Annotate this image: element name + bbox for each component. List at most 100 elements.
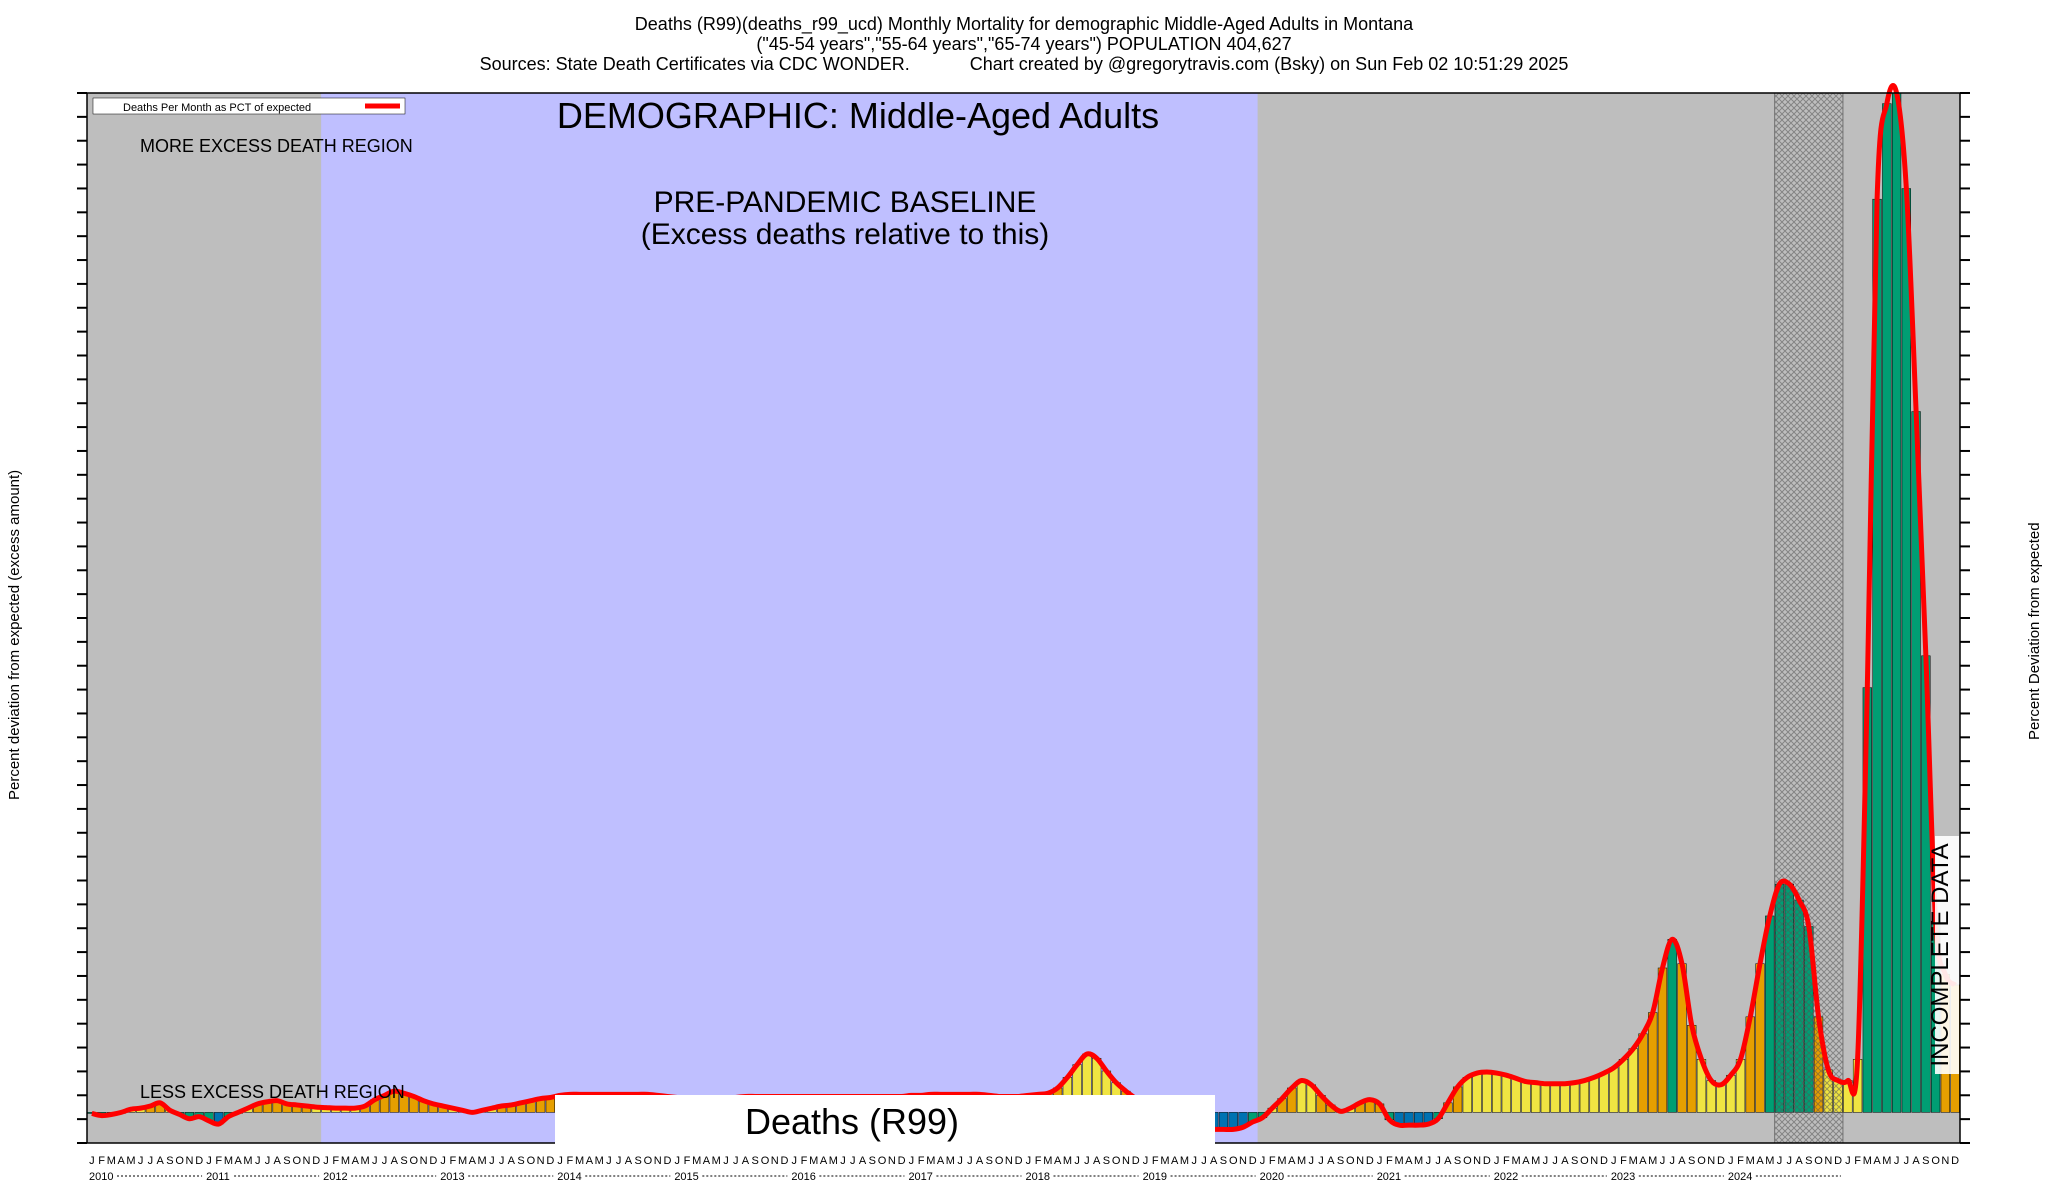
x-tick-month: A <box>469 1155 477 1167</box>
x-tick-month: M <box>926 1155 935 1167</box>
x-tick-month: M <box>1414 1155 1423 1167</box>
bar-153 <box>1579 1080 1590 1113</box>
x-tick-month: A <box>352 1155 360 1167</box>
series-line <box>91 82 1957 1133</box>
x-tick-month: N <box>1824 1155 1832 1167</box>
incomplete-data-region <box>1774 92 1844 1144</box>
x-tick-month: S <box>986 1155 993 1167</box>
x-tick-month: O <box>527 1155 536 1167</box>
x-tick-month: S <box>517 1155 524 1167</box>
x-tick-month: M <box>478 1155 487 1167</box>
x-tick-month: O <box>995 1155 1004 1167</box>
x-tick-month: M <box>107 1155 116 1167</box>
bar-152 <box>1570 1082 1580 1113</box>
x-tick-month: D <box>663 1155 671 1167</box>
demographic-label: DEMOGRAPHIC: Middle-Aged Adults <box>557 95 1159 136</box>
x-tick-month: A <box>1795 1155 1803 1167</box>
bar-185 <box>1891 92 1902 1113</box>
x-tick-month: S <box>634 1155 641 1167</box>
x-tick-month: J <box>1669 1155 1675 1167</box>
legend-label: Deaths Per Month as PCT of expected <box>123 102 311 114</box>
x-tick-month: M <box>692 1155 701 1167</box>
y-axis-left-label: Percent deviation from expected (excess … <box>6 469 23 800</box>
x-tick-month: S <box>1454 1155 1461 1167</box>
x-tick-month: J <box>255 1155 261 1167</box>
x-tick-month: J <box>265 1155 271 1167</box>
x-tick-month: M <box>946 1155 955 1167</box>
x-tick-month: J <box>1191 1155 1197 1167</box>
incomplete-data-layer <box>1774 92 1844 1144</box>
bar-147 <box>1521 1081 1531 1113</box>
bar-186 <box>1901 188 1911 1113</box>
bar-144 <box>1492 1072 1502 1113</box>
x-tick-month: A <box>1288 1155 1296 1167</box>
x-tick-month: D <box>1132 1155 1140 1167</box>
x-tick-month: J <box>723 1155 729 1167</box>
x-tick-month: J <box>138 1155 144 1167</box>
x-tick-year: 2012 <box>323 1171 347 1183</box>
x-tick-month: J <box>850 1155 856 1167</box>
x-tick-month: S <box>400 1155 407 1167</box>
x-tick-month: A <box>937 1155 945 1167</box>
incomplete-data-label: INCOMPLETE DATA <box>1927 843 1954 1066</box>
bar-151 <box>1560 1083 1570 1113</box>
watermark-box <box>555 1095 1215 1147</box>
x-tick-month: J <box>1543 1155 1549 1167</box>
x-tick-month: O <box>1580 1155 1589 1167</box>
x-tick-month: A <box>625 1155 633 1167</box>
x-tick-month: D <box>1483 1155 1491 1167</box>
x-tick-month: J <box>967 1155 973 1167</box>
x-tick-month: J <box>557 1155 563 1167</box>
x-tick-month: M <box>595 1155 604 1167</box>
x-tick-month: F <box>98 1155 105 1167</box>
bar-142 <box>1472 1072 1482 1113</box>
watermark-text: Deaths (R99) <box>745 1101 959 1142</box>
x-tick-month: A <box>156 1155 164 1167</box>
x-tick-month: J <box>1426 1155 1432 1167</box>
x-tick-month: M <box>1746 1155 1755 1167</box>
bar-124 <box>1296 1080 1307 1113</box>
x-tick-month: J <box>909 1155 915 1167</box>
baseline-period-region <box>321 93 1258 1143</box>
bar-157 <box>1618 1059 1629 1113</box>
x-tick-month: M <box>1297 1155 1306 1167</box>
x-tick-month: O <box>175 1155 184 1167</box>
x-tick-month: M <box>575 1155 584 1167</box>
x-tick-month: M <box>809 1155 818 1167</box>
x-tick-month: F <box>1269 1155 1276 1167</box>
x-tick-month: A <box>1639 1155 1647 1167</box>
x-tick-month: D <box>1600 1155 1608 1167</box>
bar-150 <box>1550 1083 1560 1113</box>
x-tick-month: J <box>1377 1155 1383 1167</box>
x-tick-month: J <box>1660 1155 1666 1167</box>
x-tick-month: N <box>185 1155 193 1167</box>
x-tick-month: J <box>1611 1155 1617 1167</box>
x-tick-month: M <box>1531 1155 1540 1167</box>
x-tick-month: J <box>323 1155 329 1167</box>
x-tick-month: J <box>733 1155 739 1167</box>
x-tick-month: F <box>918 1155 925 1167</box>
x-tick-month: A <box>274 1155 282 1167</box>
x-tick-month: A <box>1327 1155 1335 1167</box>
bar-148 <box>1531 1082 1541 1113</box>
x-tick-month: O <box>1463 1155 1472 1167</box>
x-tick-year: 2015 <box>674 1171 698 1183</box>
x-tick-month: J <box>1084 1155 1090 1167</box>
x-tick-month: J <box>1494 1155 1500 1167</box>
x-tick-month: J <box>1143 1155 1149 1167</box>
x-tick-month: F <box>1386 1155 1393 1167</box>
x-tick-month: J <box>1728 1155 1734 1167</box>
x-tick-month: D <box>1717 1155 1725 1167</box>
x-tick-month: A <box>586 1155 594 1167</box>
x-tick-month: J <box>1318 1155 1324 1167</box>
x-tick-month: F <box>1737 1155 1744 1167</box>
bar-160 <box>1648 1012 1658 1113</box>
x-tick-month: M <box>1648 1155 1657 1167</box>
x-tick-month: S <box>1571 1155 1578 1167</box>
bar-167 <box>1716 1084 1726 1113</box>
x-tick-month: J <box>206 1155 212 1167</box>
x-tick-month: N <box>1473 1155 1481 1167</box>
x-tick-month: M <box>1512 1155 1521 1167</box>
chart-title: Deaths (R99)(deaths_r99_ucd) Monthly Mor… <box>634 14 1414 34</box>
